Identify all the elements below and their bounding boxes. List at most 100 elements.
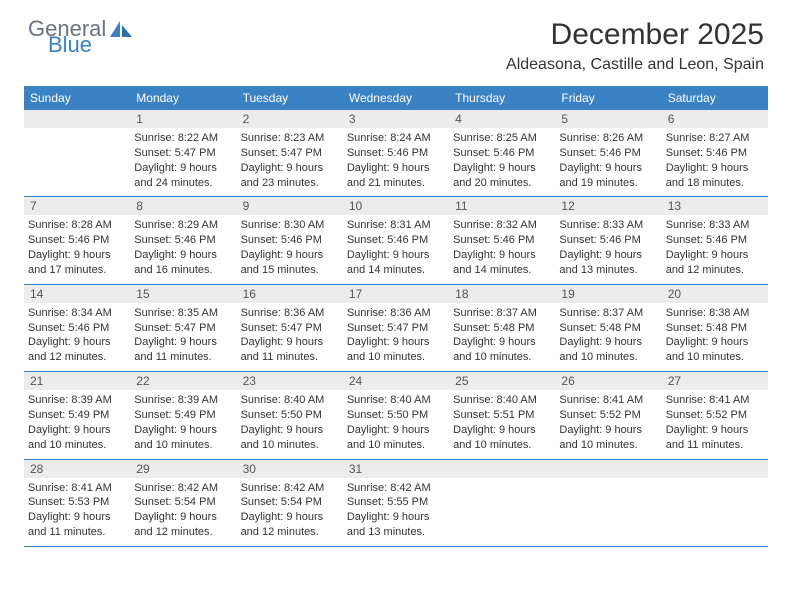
sunrise-line: Sunrise: 8:33 AM — [666, 218, 764, 233]
day-cell: 11Sunrise: 8:32 AMSunset: 5:46 PMDayligh… — [449, 197, 555, 283]
sunrise-line: Sunrise: 8:39 AM — [134, 393, 232, 408]
daylight-line: Daylight: 9 hours and 24 minutes. — [134, 161, 232, 191]
weekday-tue: Tuesday — [237, 86, 343, 110]
sunset-line: Sunset: 5:54 PM — [241, 495, 339, 510]
sunset-line: Sunset: 5:50 PM — [347, 408, 445, 423]
day-cell — [555, 460, 661, 546]
sunset-line: Sunset: 5:46 PM — [347, 146, 445, 161]
daylight-line: Daylight: 9 hours and 12 minutes. — [28, 335, 126, 365]
sunrise-line: Sunrise: 8:37 AM — [559, 306, 657, 321]
day-number: 9 — [237, 197, 343, 215]
day-cell: 26Sunrise: 8:41 AMSunset: 5:52 PMDayligh… — [555, 372, 661, 458]
sunset-line: Sunset: 5:51 PM — [453, 408, 551, 423]
daylight-line: Daylight: 9 hours and 12 minutes. — [241, 510, 339, 540]
day-cell: 25Sunrise: 8:40 AMSunset: 5:51 PMDayligh… — [449, 372, 555, 458]
day-cell: 15Sunrise: 8:35 AMSunset: 5:47 PMDayligh… — [130, 285, 236, 371]
daylight-line: Daylight: 9 hours and 10 minutes. — [666, 335, 764, 365]
day-cell: 29Sunrise: 8:42 AMSunset: 5:54 PMDayligh… — [130, 460, 236, 546]
daylight-line: Daylight: 9 hours and 17 minutes. — [28, 248, 126, 278]
sunrise-line: Sunrise: 8:35 AM — [134, 306, 232, 321]
sunrise-line: Sunrise: 8:41 AM — [559, 393, 657, 408]
day-cell: 23Sunrise: 8:40 AMSunset: 5:50 PMDayligh… — [237, 372, 343, 458]
weekday-fri: Friday — [555, 86, 661, 110]
day-cell: 9Sunrise: 8:30 AMSunset: 5:46 PMDaylight… — [237, 197, 343, 283]
daylight-line: Daylight: 9 hours and 12 minutes. — [666, 248, 764, 278]
calendar: Sunday Monday Tuesday Wednesday Thursday… — [24, 86, 768, 547]
day-number: 26 — [555, 372, 661, 390]
week-row: 14Sunrise: 8:34 AMSunset: 5:46 PMDayligh… — [24, 285, 768, 372]
day-number: 25 — [449, 372, 555, 390]
daylight-line: Daylight: 9 hours and 20 minutes. — [453, 161, 551, 191]
sunrise-line: Sunrise: 8:36 AM — [347, 306, 445, 321]
day-number: 19 — [555, 285, 661, 303]
sunset-line: Sunset: 5:46 PM — [347, 233, 445, 248]
day-cell: 30Sunrise: 8:42 AMSunset: 5:54 PMDayligh… — [237, 460, 343, 546]
daylight-line: Daylight: 9 hours and 14 minutes. — [453, 248, 551, 278]
daylight-line: Daylight: 9 hours and 14 minutes. — [347, 248, 445, 278]
day-cell: 21Sunrise: 8:39 AMSunset: 5:49 PMDayligh… — [24, 372, 130, 458]
sunrise-line: Sunrise: 8:27 AM — [666, 131, 764, 146]
sunrise-line: Sunrise: 8:37 AM — [453, 306, 551, 321]
day-cell: 7Sunrise: 8:28 AMSunset: 5:46 PMDaylight… — [24, 197, 130, 283]
day-number: 3 — [343, 110, 449, 128]
weekday-sat: Saturday — [662, 86, 768, 110]
day-cell: 12Sunrise: 8:33 AMSunset: 5:46 PMDayligh… — [555, 197, 661, 283]
day-cell: 16Sunrise: 8:36 AMSunset: 5:47 PMDayligh… — [237, 285, 343, 371]
day-number: 14 — [24, 285, 130, 303]
sunset-line: Sunset: 5:52 PM — [559, 408, 657, 423]
day-cell: 10Sunrise: 8:31 AMSunset: 5:46 PMDayligh… — [343, 197, 449, 283]
day-cell — [449, 460, 555, 546]
day-number: 12 — [555, 197, 661, 215]
week-row: 21Sunrise: 8:39 AMSunset: 5:49 PMDayligh… — [24, 372, 768, 459]
day-number — [449, 460, 555, 478]
sunset-line: Sunset: 5:46 PM — [666, 146, 764, 161]
sunset-line: Sunset: 5:47 PM — [347, 321, 445, 336]
daylight-line: Daylight: 9 hours and 23 minutes. — [241, 161, 339, 191]
sunrise-line: Sunrise: 8:31 AM — [347, 218, 445, 233]
daylight-line: Daylight: 9 hours and 10 minutes. — [347, 423, 445, 453]
day-number: 24 — [343, 372, 449, 390]
sunrise-line: Sunrise: 8:32 AM — [453, 218, 551, 233]
sunset-line: Sunset: 5:46 PM — [453, 233, 551, 248]
sunrise-line: Sunrise: 8:23 AM — [241, 131, 339, 146]
sunrise-line: Sunrise: 8:28 AM — [28, 218, 126, 233]
day-number: 6 — [662, 110, 768, 128]
sunrise-line: Sunrise: 8:34 AM — [28, 306, 126, 321]
sunset-line: Sunset: 5:46 PM — [241, 233, 339, 248]
sunset-line: Sunset: 5:46 PM — [134, 233, 232, 248]
sunset-line: Sunset: 5:50 PM — [241, 408, 339, 423]
sunrise-line: Sunrise: 8:30 AM — [241, 218, 339, 233]
day-number — [24, 110, 130, 128]
sunrise-line: Sunrise: 8:39 AM — [28, 393, 126, 408]
week-row: 7Sunrise: 8:28 AMSunset: 5:46 PMDaylight… — [24, 197, 768, 284]
day-cell: 8Sunrise: 8:29 AMSunset: 5:46 PMDaylight… — [130, 197, 236, 283]
sunset-line: Sunset: 5:46 PM — [559, 233, 657, 248]
day-number: 15 — [130, 285, 236, 303]
sunrise-line: Sunrise: 8:41 AM — [28, 481, 126, 496]
day-cell: 2Sunrise: 8:23 AMSunset: 5:47 PMDaylight… — [237, 110, 343, 196]
sunrise-line: Sunrise: 8:38 AM — [666, 306, 764, 321]
day-cell: 20Sunrise: 8:38 AMSunset: 5:48 PMDayligh… — [662, 285, 768, 371]
sunset-line: Sunset: 5:49 PM — [134, 408, 232, 423]
day-cell: 31Sunrise: 8:42 AMSunset: 5:55 PMDayligh… — [343, 460, 449, 546]
day-number: 28 — [24, 460, 130, 478]
page-title: December 2025 — [506, 18, 764, 52]
daylight-line: Daylight: 9 hours and 10 minutes. — [453, 423, 551, 453]
daylight-line: Daylight: 9 hours and 11 minutes. — [28, 510, 126, 540]
sunrise-line: Sunrise: 8:22 AM — [134, 131, 232, 146]
sunrise-line: Sunrise: 8:24 AM — [347, 131, 445, 146]
daylight-line: Daylight: 9 hours and 13 minutes. — [559, 248, 657, 278]
day-number: 31 — [343, 460, 449, 478]
logo-text-blue: Blue — [48, 34, 134, 56]
day-cell: 13Sunrise: 8:33 AMSunset: 5:46 PMDayligh… — [662, 197, 768, 283]
title-block: December 2025 Aldeasona, Castille and Le… — [506, 18, 764, 74]
daylight-line: Daylight: 9 hours and 11 minutes. — [241, 335, 339, 365]
daylight-line: Daylight: 9 hours and 10 minutes. — [241, 423, 339, 453]
daylight-line: Daylight: 9 hours and 19 minutes. — [559, 161, 657, 191]
day-number: 8 — [130, 197, 236, 215]
day-number: 23 — [237, 372, 343, 390]
day-number: 4 — [449, 110, 555, 128]
day-number — [555, 460, 661, 478]
day-number: 5 — [555, 110, 661, 128]
daylight-line: Daylight: 9 hours and 11 minutes. — [134, 335, 232, 365]
